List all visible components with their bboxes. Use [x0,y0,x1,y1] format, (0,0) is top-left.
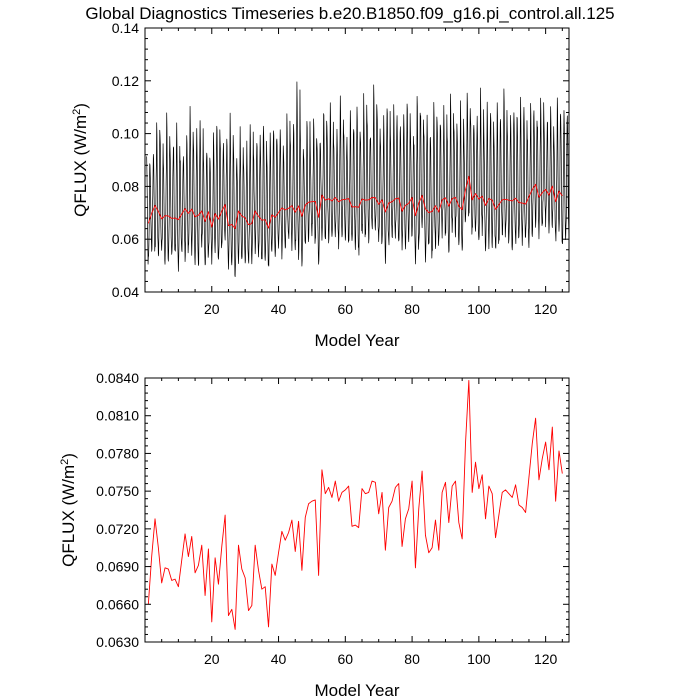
top-series-line-0 [146,81,570,278]
top-series-line-1 [147,175,563,230]
top-series-group [146,81,570,278]
y-tick-label: 0.0630 [96,634,139,650]
x-tick-label: 120 [534,301,558,317]
x-tick-label: 100 [467,651,491,667]
top-y-axis-label: QFLUX (W/m2) [71,103,90,217]
y-tick-label: 0.0660 [96,596,139,612]
chart-title: Global Diagnostics Timeseries b.e20.B185… [85,4,614,23]
x-tick-label: 80 [404,651,420,667]
x-tick-label: 60 [338,301,354,317]
bottom-series-group [147,380,563,630]
top-y-axis-label-main: QFLUX (W/m [71,115,90,217]
bottom-panel: 20 40 60 80 100 120 0.0630 0.0660 0.0690 0.0720 0.… [59,370,570,700]
bottom-plot-frame [144,377,570,643]
bottom-series-line-0 [147,380,563,630]
y-tick-label: 0.0690 [96,559,139,575]
y-tick-label: 0.06 [112,231,139,247]
y-tick-label: 0.12 [112,73,139,89]
x-tick-label: 20 [204,651,220,667]
x-tick-label: 20 [204,301,220,317]
y-tick-label: 0.0780 [96,445,139,461]
x-tick-label: 100 [467,301,491,317]
top-panel: 20 40 60 80 100 120 0.04 0.06 0.08 0.10 0.12 0.14 M… [71,20,570,350]
top-ticks-group: 20 40 60 80 100 120 0.04 0.06 0.08 0.10 0.12 0.14 [112,20,569,317]
y-tick-label: 0.0840 [96,370,139,386]
top-y-axis-label-sup: 2 [71,109,83,115]
x-tick-label: 40 [271,651,287,667]
bottom-x-axis-label: Model Year [314,681,399,700]
x-tick-label: 80 [404,301,420,317]
y-tick-label: 0.08 [112,178,139,194]
top-y-axis-label-close: ) [71,103,90,109]
top-x-axis-label: Model Year [314,331,399,350]
x-tick-label: 120 [534,651,558,667]
y-tick-label: 0.14 [112,20,139,36]
y-tick-label: 0.0720 [96,521,139,537]
y-tick-label: 0.10 [112,126,139,142]
bottom-y-axis-label-close: ) [59,453,78,459]
bottom-y-axis-label-main: QFLUX (W/m [59,465,78,567]
top-plot-frame [144,27,570,293]
y-tick-label: 0.0750 [96,483,139,499]
bottom-y-axis-label: QFLUX (W/m2) [59,453,78,567]
y-tick-label: 0.0810 [96,408,139,424]
x-tick-label: 60 [338,651,354,667]
bottom-y-axis-label-sup: 2 [59,459,71,465]
x-tick-label: 40 [271,301,287,317]
y-tick-label: 0.04 [112,284,139,300]
